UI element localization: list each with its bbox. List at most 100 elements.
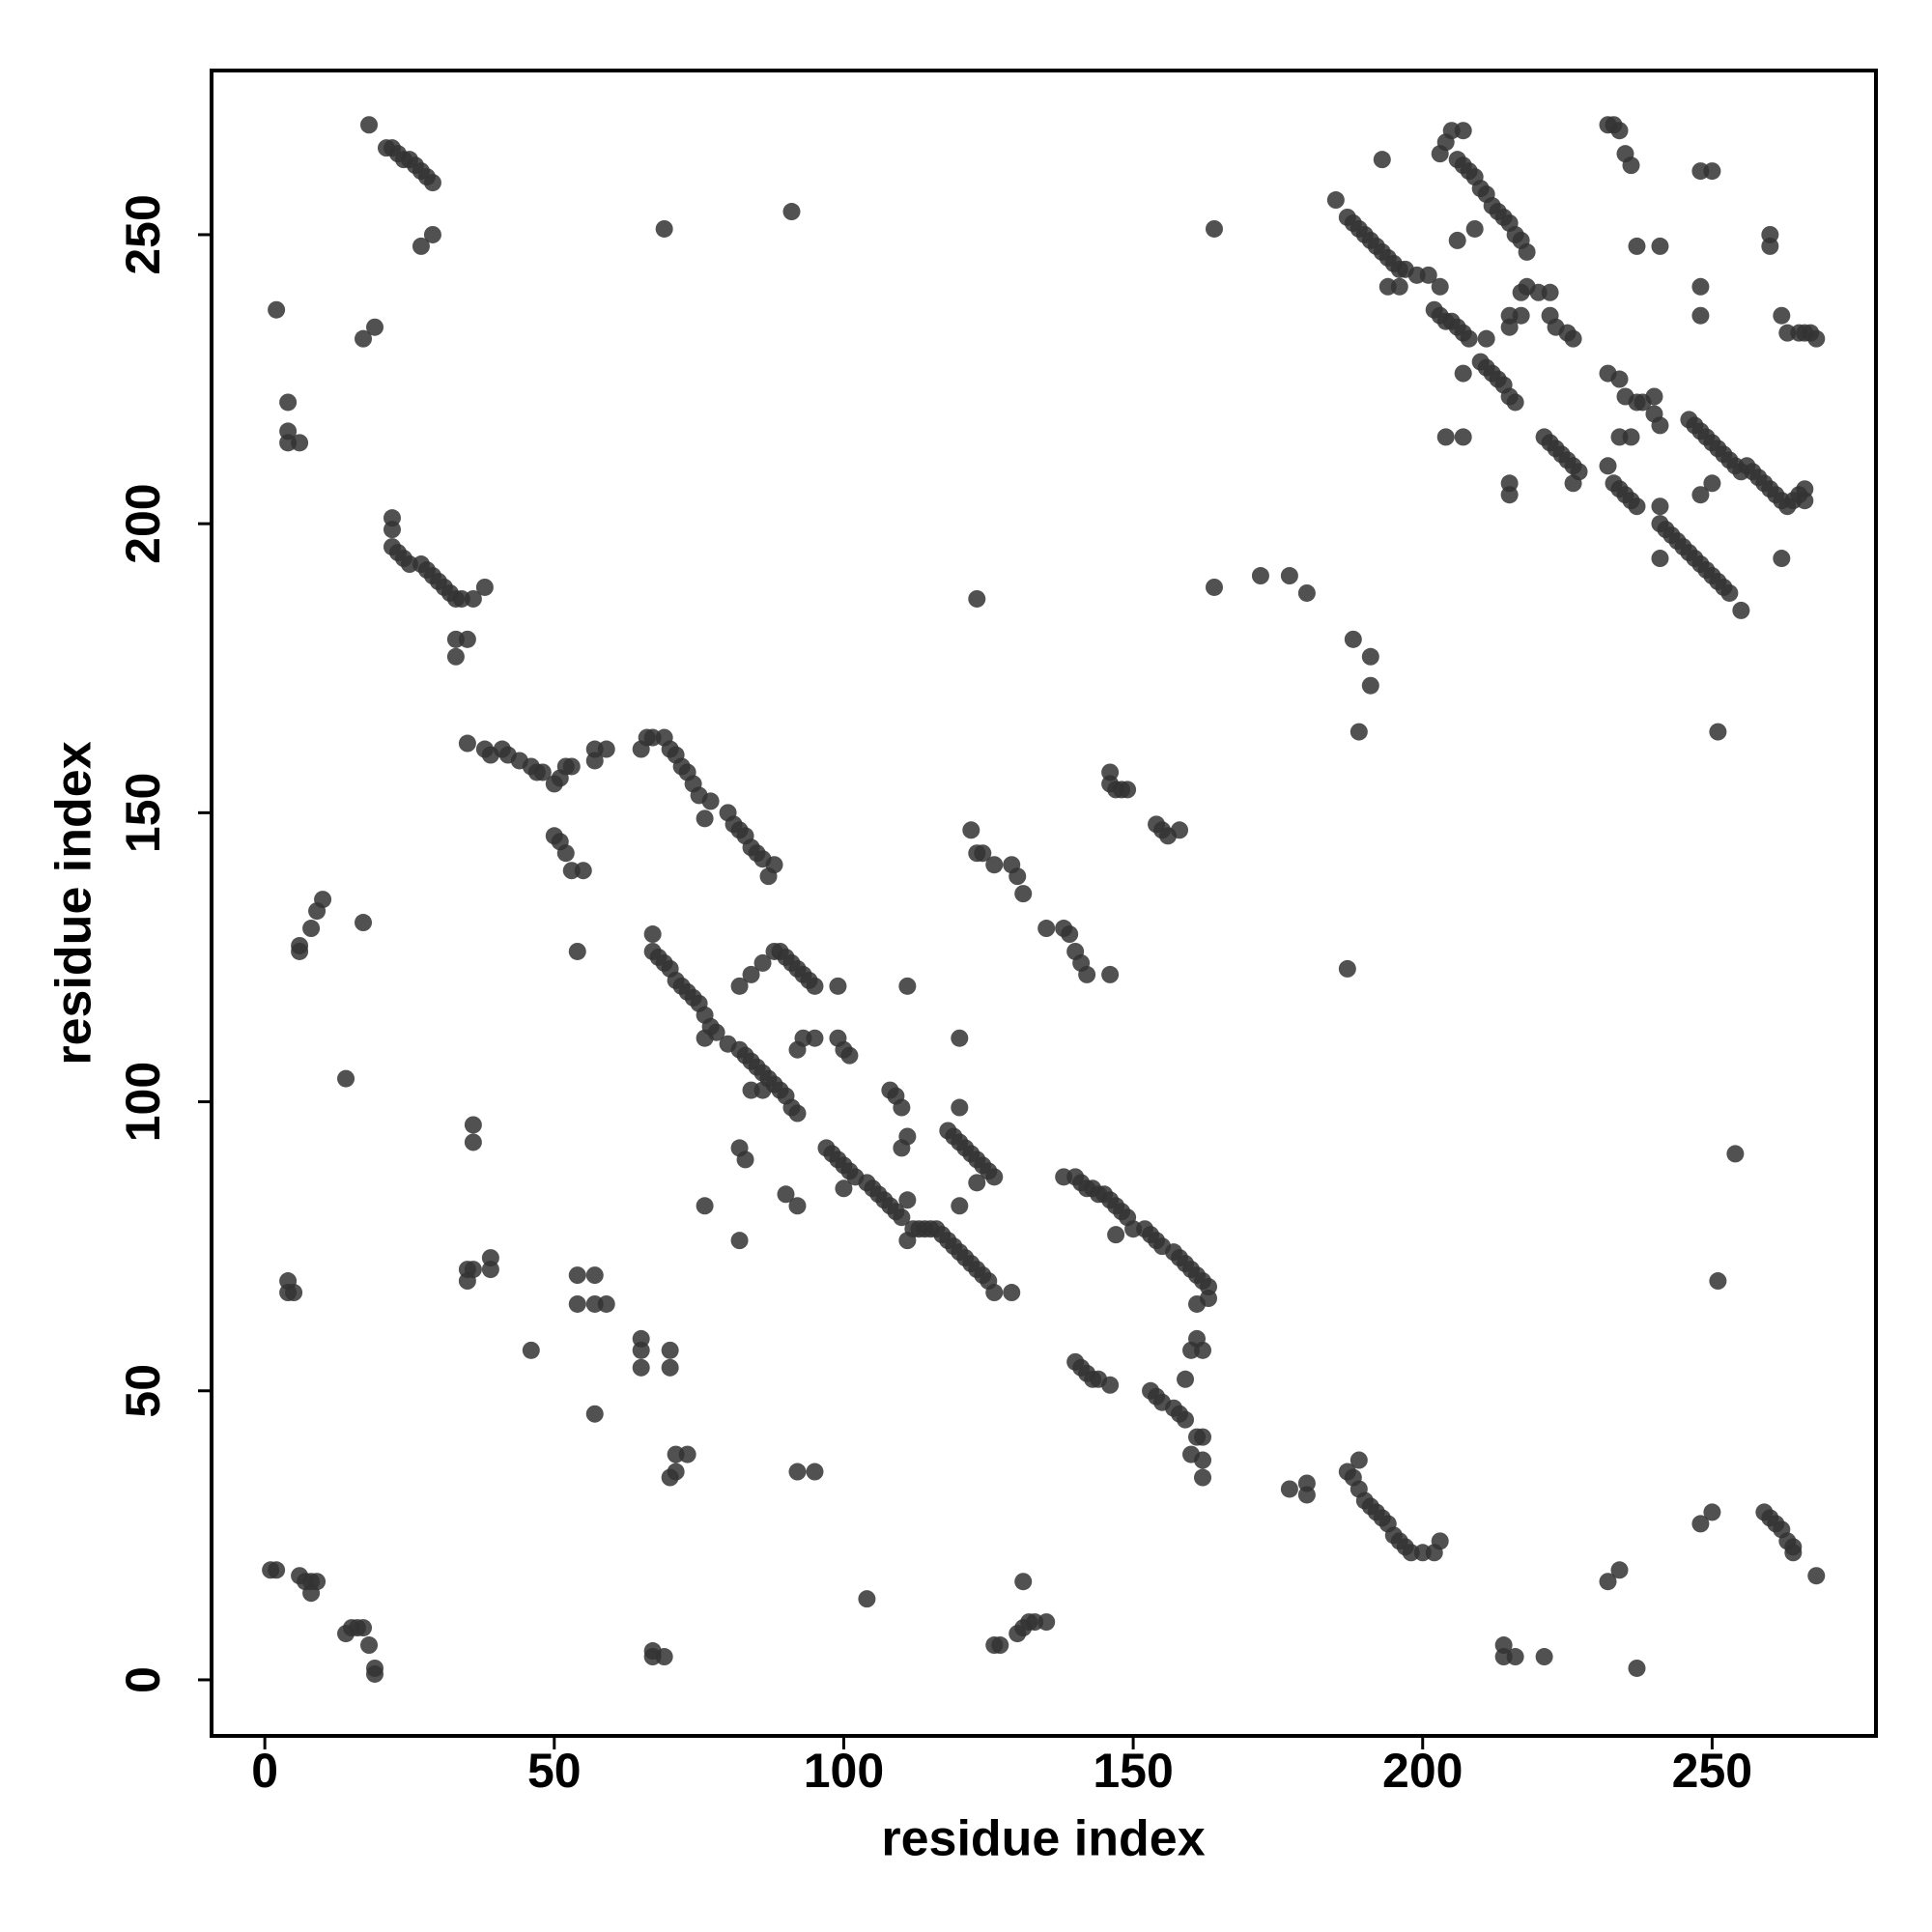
point [1651,416,1669,435]
point [661,1341,679,1359]
point [1061,925,1079,944]
point [968,1174,986,1192]
point [1703,474,1721,493]
point [661,1358,679,1377]
point [1297,583,1316,602]
point [696,1029,714,1047]
point [1431,277,1449,296]
point [568,1294,586,1313]
point [568,942,586,960]
point [1205,219,1223,238]
point [1761,237,1779,255]
point [522,1341,540,1359]
point [632,1358,650,1377]
point [1436,428,1455,446]
point [574,862,592,880]
point [765,856,783,874]
point [1807,329,1826,348]
point [806,1463,824,1481]
point [268,300,286,319]
point [458,1272,476,1291]
point [893,1098,911,1117]
point [1194,1451,1212,1469]
point [597,1294,615,1313]
point [355,1619,373,1637]
point [1691,1515,1710,1533]
point [366,1664,384,1683]
point [446,647,465,666]
point [1177,1410,1195,1429]
point [1628,1659,1646,1677]
point [291,434,309,452]
point [736,1151,754,1169]
x-tick-label: 250 [1672,1744,1752,1798]
point [1338,959,1356,978]
point [1107,1226,1125,1244]
point [951,1197,969,1215]
point [1709,1272,1727,1291]
x-tick-label: 200 [1382,1744,1463,1798]
point [985,1284,1004,1302]
point [464,1133,482,1151]
point [1344,630,1362,648]
point [1610,370,1629,388]
point [1541,283,1559,301]
point [1194,1428,1212,1446]
point [1703,1503,1721,1521]
point [360,1636,379,1655]
point [1373,151,1391,169]
point [1297,1486,1316,1504]
y-tick-label: 0 [116,1666,170,1693]
point [597,740,615,758]
point [1599,1573,1617,1591]
point [985,856,1004,874]
point [898,977,917,995]
point [1610,1561,1629,1579]
point [1691,306,1710,325]
point [1807,1567,1826,1585]
point [1326,191,1345,210]
plot-frame [210,69,1878,1738]
x-tick-label: 150 [1093,1744,1173,1798]
point [753,1081,772,1099]
point [360,116,379,134]
point [632,1341,650,1359]
x-tick-label: 0 [251,1744,278,1798]
point [1037,1613,1056,1632]
point [1518,242,1536,261]
y-tick-label: 200 [116,483,170,563]
point [1773,550,1791,568]
point [1101,1376,1120,1394]
point [562,757,581,776]
point [1014,1573,1033,1591]
point [1651,550,1669,568]
x-axis-title: residue index [881,1811,1205,1867]
point [366,318,384,336]
point [268,1561,286,1579]
point [1726,1145,1745,1163]
x-tick-label: 100 [804,1744,884,1798]
point [481,1261,499,1279]
point [1506,393,1524,412]
point [464,1116,482,1134]
y-tick-label: 150 [116,773,170,853]
point [556,844,575,863]
point [1280,567,1298,585]
point [1419,266,1437,284]
point [951,1098,969,1117]
point [696,1197,714,1215]
point [1599,457,1617,475]
point [1651,237,1669,255]
point [1078,965,1096,983]
point [655,1648,673,1666]
point [806,1029,824,1047]
point [730,1232,749,1250]
point [1703,162,1721,181]
point [337,1069,355,1088]
point [279,393,298,412]
point [533,763,552,781]
y-tick-label: 250 [116,194,170,274]
point [1651,497,1669,516]
point [835,1179,853,1198]
